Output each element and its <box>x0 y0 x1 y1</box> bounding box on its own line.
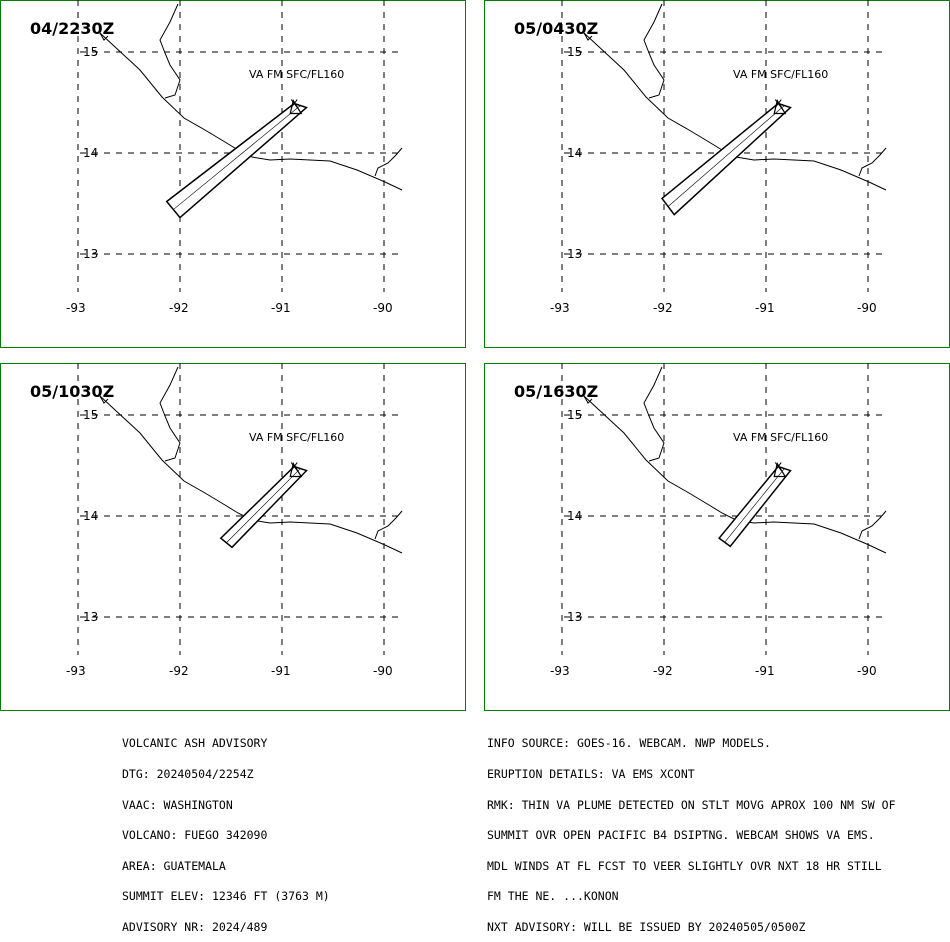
advisory-header-text: VOLCANIC ASH ADVISORY DTG: 20240504/2254… <box>122 718 330 942</box>
country-border <box>374 147 403 177</box>
advisory-area: AREA: GUATEMALA <box>122 858 226 873</box>
forecast-panel-4: -93 -92 -91 -90 15 14 13 05/1630Z VA FM SFC/FL16… <box>484 363 950 711</box>
latitude-label: 13 <box>83 610 98 624</box>
remarks-line-4: FM THE NE. ...KONON <box>487 889 619 904</box>
ash-plume-polygon <box>718 465 792 548</box>
volcano-mark <box>290 99 298 108</box>
latitude-label: 13 <box>567 247 582 261</box>
plume-hatch <box>226 468 301 543</box>
country-border <box>159 3 181 99</box>
forecast-panel-2: -93 -92 -91 -90 15 14 13 05/0430Z VA FM SFC/FL16… <box>484 0 950 348</box>
longitude-label: -93 <box>66 301 86 315</box>
remarks-line-2: SUMMIT OVR OPEN PACIFIC B4 DSIPTNG. WEBC… <box>487 828 875 843</box>
panel-border <box>484 363 950 711</box>
ash-plume-polygon <box>660 102 792 216</box>
forecast-time-label: 05/1630Z <box>514 382 598 401</box>
advisory-number: ADVISORY NR: 2024/489 <box>122 919 268 934</box>
map-svg: -93 -92 -91 -90 15 14 13 05/1030Z VA FM SFC/FL16… <box>0 363 466 711</box>
latitude-label: 13 <box>83 247 98 261</box>
latitude-label: 14 <box>83 509 98 523</box>
latitude-label: 15 <box>567 45 582 59</box>
longitude-label: -93 <box>550 301 570 315</box>
latitude-label: 14 <box>567 509 582 523</box>
longitude-label: -92 <box>653 301 673 315</box>
latitude-label: 13 <box>567 610 582 624</box>
forecast-time-label: 05/0430Z <box>514 19 598 38</box>
forecast-panel-1: -93 -92 -91 -90 15 14 13 04/2230Z VA FM SFC/FL16… <box>0 0 466 348</box>
latitude-label: 14 <box>83 146 98 160</box>
longitude-label: -91 <box>271 664 291 678</box>
country-border <box>159 366 181 462</box>
longitude-label: -93 <box>550 664 570 678</box>
ash-plume-polygon <box>165 102 308 219</box>
advisory-dtg: DTG: 20240504/2254Z <box>122 767 254 781</box>
eruption-details: ERUPTION DETAILS: VA EMS XCONT <box>487 767 695 781</box>
longitude-label: -90 <box>857 664 877 678</box>
advisory-summit-elev: SUMMIT ELEV: 12346 FT (3763 M) <box>122 889 330 904</box>
longitude-label: -90 <box>373 301 393 315</box>
longitude-label: -90 <box>373 664 393 678</box>
longitude-label: -91 <box>271 301 291 315</box>
plume-hatch <box>724 468 785 543</box>
coast-detail <box>99 395 109 404</box>
coastline <box>99 32 403 191</box>
longitude-label: -91 <box>755 664 775 678</box>
longitude-label: -90 <box>857 301 877 315</box>
forecast-time-label: 04/2230Z <box>30 19 114 38</box>
ash-layer-label: VA FM SFC/FL160 <box>249 68 344 81</box>
advisory-details-text: INFO SOURCE: GOES-16. WEBCAM. NWP MODELS… <box>487 718 896 942</box>
remarks-line-1: RMK: THIN VA PLUME DETECTED ON STLT MOVG… <box>487 797 896 812</box>
plume-hatch <box>173 105 301 210</box>
map-svg: -93 -92 -91 -90 15 14 13 05/0430Z VA FM SFC/FL16… <box>484 0 950 348</box>
longitude-label: -93 <box>66 664 86 678</box>
longitude-label: -92 <box>169 664 189 678</box>
longitude-label: -91 <box>755 301 775 315</box>
country-border <box>858 147 887 177</box>
volcano-mark <box>774 462 782 471</box>
map-svg: -93 -92 -91 -90 15 14 13 05/1630Z VA FM SFC/FL16… <box>484 363 950 711</box>
forecast-time-label: 05/1030Z <box>30 382 114 401</box>
country-border <box>858 510 887 540</box>
longitude-label: -92 <box>653 664 673 678</box>
latitude-label: 14 <box>567 146 582 160</box>
volcano-mark <box>290 462 298 471</box>
country-border <box>643 366 665 462</box>
next-advisory: NXT ADVISORY: WILL BE ISSUED BY 20240505… <box>487 919 806 934</box>
longitude-label: -92 <box>169 301 189 315</box>
ash-layer-label: VA FM SFC/FL160 <box>733 68 828 81</box>
latitude-label: 15 <box>567 408 582 422</box>
info-source: INFO SOURCE: GOES-16. WEBCAM. NWP MODELS… <box>487 736 771 751</box>
coast-detail <box>583 32 593 41</box>
latitude-label: 15 <box>83 45 98 59</box>
panel-border <box>0 0 466 348</box>
plume-hatch <box>667 105 785 207</box>
map-svg: -93 -92 -91 -90 15 14 13 04/2230Z VA FM SFC/FL16… <box>0 0 466 348</box>
coast-detail <box>583 395 593 404</box>
ash-layer-label: VA FM SFC/FL160 <box>249 431 344 444</box>
volcano-mark <box>774 99 782 108</box>
remarks-line-3: MDL WINDS AT FL FCST TO VEER SLIGHTLY OV… <box>487 858 882 873</box>
advisory-volcano: VOLCANO: FUEGO 342090 <box>122 828 268 843</box>
country-border <box>643 3 665 99</box>
forecast-panel-3: -93 -92 -91 -90 15 14 13 05/1030Z VA FM SFC/FL16… <box>0 363 466 711</box>
advisory-title: VOLCANIC ASH ADVISORY <box>122 736 268 751</box>
country-border <box>374 510 403 540</box>
latitude-label: 15 <box>83 408 98 422</box>
coast-detail <box>99 32 109 41</box>
advisory-vaac: VAAC: WASHINGTON <box>122 797 233 812</box>
ash-layer-label: VA FM SFC/FL160 <box>733 431 828 444</box>
